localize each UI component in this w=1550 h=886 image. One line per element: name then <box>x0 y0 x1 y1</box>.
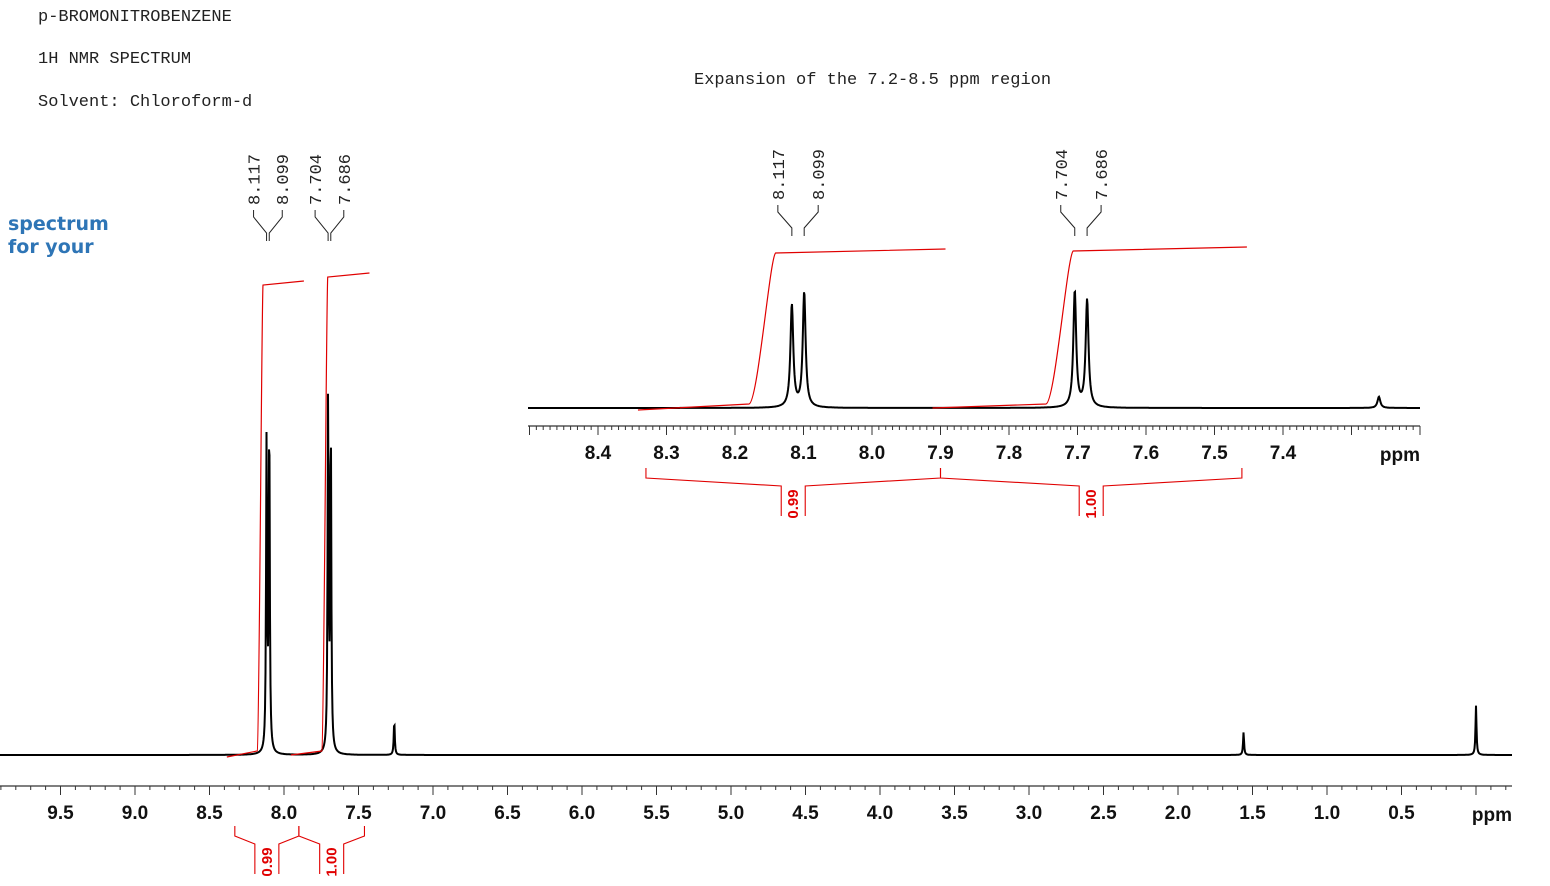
integral-curve <box>290 272 370 756</box>
integral-curve <box>637 248 946 411</box>
peak-leader-line <box>803 205 819 236</box>
peak-leader-line <box>268 210 283 241</box>
x-tick-label: 7.5 <box>345 803 372 824</box>
compound-name: p-BROMONITROBENZENE <box>38 8 232 27</box>
x-tick-label: 7.6 <box>1133 443 1159 464</box>
x-tick-label: 7.5 <box>1201 443 1228 464</box>
peak-leader-line <box>1060 205 1076 236</box>
peak-shift-label: 8.099 <box>275 154 294 205</box>
integral-value: 1.00 <box>1083 489 1100 518</box>
x-tick-label: 7.4 <box>1270 443 1297 464</box>
inset-title: Expansion of the 7.2-8.5 ppm region <box>694 71 1052 90</box>
x-tick-label: 4.0 <box>867 803 893 824</box>
solvent-label: Solvent: Chloroform-d <box>38 93 253 112</box>
peak-shift-label: 7.686 <box>337 154 356 205</box>
watermark-line1: spectrum <box>8 213 109 235</box>
spectrum-trace <box>0 393 1512 756</box>
x-tick-label: 8.5 <box>196 803 223 824</box>
x-tick-label: 7.7 <box>1064 443 1090 464</box>
x-tick-label: 8.3 <box>653 443 679 464</box>
x-tick-label: 9.0 <box>122 803 148 824</box>
peak-leader-line <box>314 210 329 241</box>
x-tick-label: 6.0 <box>569 803 595 824</box>
x-tick-label: 8.1 <box>790 443 817 464</box>
x-tick-label: 3.0 <box>1016 803 1042 824</box>
x-tick-label: 5.0 <box>718 803 744 824</box>
x-tick-label: 7.0 <box>420 803 446 824</box>
integral-bracket <box>939 468 1243 516</box>
x-tick-label: 1.0 <box>1314 803 1340 824</box>
x-tick-label: 3.5 <box>941 803 968 824</box>
x-tick-label: 1.5 <box>1239 803 1266 824</box>
x-tick-label: 0.5 <box>1388 803 1415 824</box>
peak-leader-line <box>330 210 345 241</box>
x-tick-label: 8.0 <box>271 803 297 824</box>
full-spectrum: 9.5 9.0 8.5 8.0 7.5 7.0 6.5 6.0 5.5 5.0 4.5 4.0 3.5 3… <box>0 154 1512 877</box>
integral-bracket <box>298 826 366 874</box>
peak-shift-label: 7.686 <box>1094 149 1113 200</box>
x-axis-unit: ppm <box>1380 445 1420 466</box>
integral-value: 1.00 <box>324 847 341 876</box>
x-tick-label: 8.0 <box>859 443 885 464</box>
spectrum-trace <box>528 289 1420 409</box>
peak-shift-label: 8.117 <box>247 154 266 205</box>
x-tick-label: 9.5 <box>47 803 74 824</box>
experiment-type: 1H NMR SPECTRUM <box>38 50 192 69</box>
x-axis-unit: ppm <box>1472 805 1512 826</box>
integral-value: 0.99 <box>259 847 276 876</box>
peak-shift-label: 7.704 <box>308 154 327 205</box>
integral-curve <box>932 246 1247 409</box>
x-tick-label: 7.8 <box>996 443 1022 464</box>
integral-curve <box>226 280 304 758</box>
x-tick-label: 7.9 <box>927 443 953 464</box>
integral-value: 0.99 <box>785 489 802 518</box>
expansion-inset: 8.4 8.3 8.2 8.1 8.0 7.9 7.8 7.7 7.6 7.5 7.4 ppm 0.99… <box>528 149 1421 519</box>
peak-shift-label: 8.117 <box>771 149 790 200</box>
x-tick-label: 2.5 <box>1090 803 1117 824</box>
x-tick-label: 6.5 <box>494 803 521 824</box>
x-tick-label: 4.5 <box>792 803 819 824</box>
peak-shift-label: 7.704 <box>1054 149 1073 200</box>
watermark: spectrum for your <box>8 213 109 259</box>
x-tick-label: 8.4 <box>585 443 612 464</box>
x-tick-label: 8.2 <box>722 443 748 464</box>
peak-leader-line <box>253 210 268 241</box>
peak-leader-line <box>777 205 793 236</box>
peak-shift-label: 8.099 <box>811 149 830 200</box>
watermark-line2: for your <box>8 236 94 258</box>
peak-leader-line <box>1086 205 1102 236</box>
x-tick-label: 5.5 <box>643 803 670 824</box>
x-tick-label: 2.0 <box>1165 803 1191 824</box>
